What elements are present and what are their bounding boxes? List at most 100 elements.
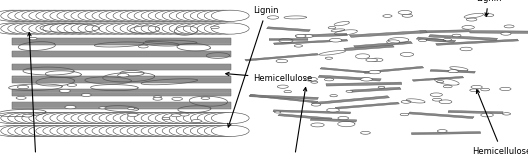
Circle shape (444, 38, 451, 41)
Circle shape (471, 85, 482, 89)
Circle shape (484, 14, 494, 17)
Circle shape (71, 125, 109, 136)
Circle shape (43, 125, 81, 136)
Circle shape (106, 10, 144, 21)
Circle shape (22, 10, 60, 21)
Circle shape (466, 18, 477, 21)
Circle shape (444, 85, 452, 88)
Circle shape (267, 16, 279, 19)
Circle shape (99, 125, 137, 136)
Circle shape (36, 23, 74, 34)
Polygon shape (12, 102, 231, 109)
Text: Cellulose
(Amorphous): Cellulose (Amorphous) (266, 88, 320, 156)
Polygon shape (245, 53, 318, 61)
Circle shape (99, 10, 137, 21)
Circle shape (369, 70, 381, 74)
Circle shape (437, 81, 444, 83)
Circle shape (22, 125, 60, 136)
Circle shape (169, 125, 207, 136)
Circle shape (155, 125, 193, 136)
Circle shape (501, 32, 511, 35)
Circle shape (0, 125, 32, 136)
Circle shape (176, 112, 214, 124)
Polygon shape (448, 110, 503, 114)
Circle shape (190, 125, 228, 136)
Circle shape (1, 23, 39, 34)
Circle shape (138, 45, 148, 48)
Circle shape (29, 10, 67, 21)
Circle shape (22, 112, 60, 124)
Circle shape (383, 15, 392, 17)
Circle shape (78, 112, 116, 124)
Circle shape (43, 112, 81, 124)
Circle shape (304, 77, 317, 81)
Polygon shape (411, 132, 480, 135)
Circle shape (325, 57, 333, 59)
Circle shape (284, 90, 291, 93)
Circle shape (503, 113, 511, 115)
Circle shape (92, 125, 130, 136)
Circle shape (439, 100, 452, 104)
Polygon shape (269, 39, 308, 40)
Polygon shape (326, 82, 402, 86)
Polygon shape (363, 66, 424, 73)
Circle shape (211, 125, 249, 136)
Circle shape (0, 112, 32, 124)
Polygon shape (350, 87, 401, 92)
Circle shape (8, 10, 45, 21)
Circle shape (437, 130, 447, 132)
Polygon shape (312, 96, 390, 105)
Circle shape (50, 125, 88, 136)
Circle shape (92, 112, 130, 124)
Polygon shape (430, 70, 475, 73)
Circle shape (277, 85, 288, 88)
Circle shape (15, 125, 53, 136)
Circle shape (398, 10, 412, 15)
Polygon shape (310, 118, 357, 122)
Circle shape (400, 52, 414, 56)
Circle shape (303, 35, 313, 38)
Circle shape (8, 125, 45, 136)
Circle shape (204, 23, 242, 34)
Circle shape (190, 112, 228, 124)
Circle shape (172, 97, 183, 100)
Circle shape (328, 27, 336, 29)
Circle shape (1, 125, 39, 136)
Circle shape (141, 125, 179, 136)
Circle shape (36, 125, 74, 136)
Circle shape (57, 125, 95, 136)
Circle shape (113, 112, 151, 124)
Circle shape (504, 25, 514, 28)
Circle shape (162, 10, 200, 21)
Circle shape (99, 112, 137, 124)
Polygon shape (320, 68, 372, 73)
Circle shape (29, 37, 37, 40)
Circle shape (197, 10, 235, 21)
Circle shape (197, 125, 235, 136)
Circle shape (201, 97, 210, 100)
Circle shape (366, 58, 378, 62)
Circle shape (169, 10, 207, 21)
Circle shape (64, 23, 102, 34)
Circle shape (169, 23, 207, 34)
Circle shape (204, 125, 242, 136)
Circle shape (296, 34, 306, 38)
Circle shape (378, 86, 385, 88)
Circle shape (81, 93, 91, 96)
Circle shape (329, 38, 342, 42)
Circle shape (324, 78, 334, 81)
Circle shape (1, 10, 39, 21)
Polygon shape (278, 114, 332, 120)
Text: Lignin: Lignin (228, 6, 279, 127)
Circle shape (154, 96, 162, 98)
Circle shape (211, 10, 249, 21)
Circle shape (67, 84, 77, 86)
Circle shape (400, 113, 409, 116)
Circle shape (50, 10, 88, 21)
Circle shape (338, 117, 348, 120)
Circle shape (43, 23, 81, 34)
Polygon shape (12, 89, 231, 96)
Circle shape (64, 125, 102, 136)
Circle shape (176, 10, 214, 21)
Circle shape (113, 125, 151, 136)
